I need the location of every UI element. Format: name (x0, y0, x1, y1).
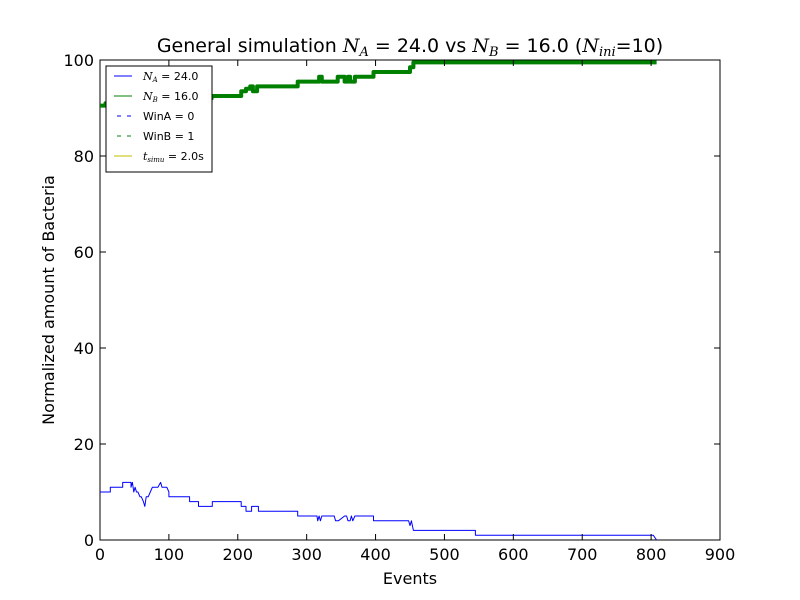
legend-label: WinB = 1 (143, 130, 194, 143)
series-layer (100, 60, 658, 541)
legend-label: NB = 16.0 (142, 90, 198, 104)
legend-label: NA = 24.0 (142, 70, 198, 84)
x-tick-label: 900 (705, 545, 736, 564)
x-tick-label: 600 (498, 545, 529, 564)
x-tick-label: 800 (636, 545, 667, 564)
y-tick-label: 20 (74, 435, 94, 454)
legend-entry-2: WinA = 0 (117, 110, 194, 123)
legend-entry-0: NA = 24.0 (114, 70, 198, 84)
x-axis-label: Events (383, 569, 437, 588)
y-tick-label: 80 (74, 147, 94, 166)
tick-layer: 0 100 200 300 400 500 600 700 800 900 0 20 40 60 80 100 (63, 51, 735, 564)
y-tick-label: 0 (84, 531, 94, 550)
x-tick-label: 400 (360, 545, 391, 564)
y-tick-label: 60 (74, 243, 94, 262)
legend-label: WinA = 0 (143, 110, 194, 123)
legend-label: tsimu = 2.0s (143, 150, 204, 164)
y-tick-label: 100 (63, 51, 94, 70)
x-tick-label: 500 (429, 545, 460, 564)
y-axis-label: Normalized amount of Bacteria (39, 175, 58, 425)
chart-title: General simulation NA = 24.0 vs NB = 16.… (157, 35, 663, 60)
y-tick-label: 40 (74, 339, 94, 358)
legend-entry-3: WinB = 1 (117, 130, 194, 143)
series-line-1 (100, 60, 657, 108)
legend-entry-4: tsimu = 2.0s (114, 150, 204, 164)
x-tick-label: 300 (291, 545, 322, 564)
legend-box (105, 65, 213, 173)
legend-entry-1: NB = 16.0 (114, 90, 198, 104)
x-tick-label: 200 (223, 545, 254, 564)
x-tick-label: 700 (567, 545, 598, 564)
legend-items: NA = 24.0 NB = 16.0 WinA = 0 WinB = 1 tsimu … (114, 70, 204, 164)
series-line-0 (100, 481, 658, 541)
x-tick-label: 100 (154, 545, 185, 564)
x-tick-label: 0 (95, 545, 105, 564)
legend: NA = 24.0 NB = 16.0 WinA = 0 WinB = 1 tsimu … (105, 65, 213, 173)
